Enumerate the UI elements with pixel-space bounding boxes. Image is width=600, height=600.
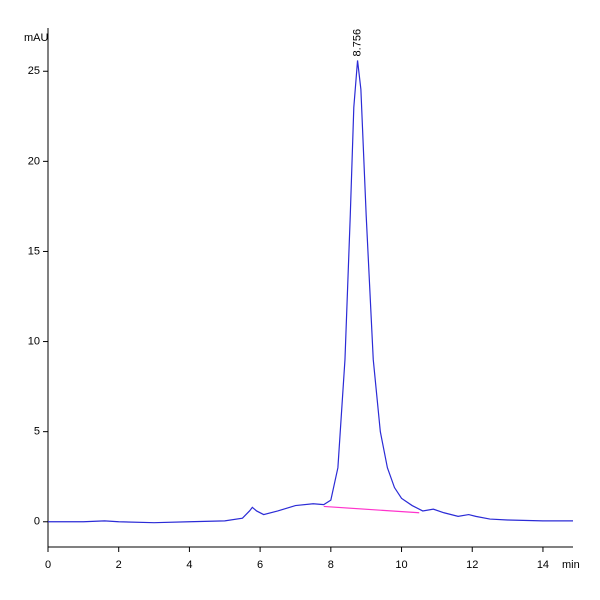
y-tick-label: 20: [28, 155, 40, 167]
peak-label: 8.756: [351, 29, 363, 57]
x-tick-label: 8: [328, 559, 334, 571]
x-tick-label: 14: [537, 559, 549, 571]
x-tick-label: 2: [116, 559, 122, 571]
data-line: [48, 60, 573, 524]
x-tick-label: 6: [257, 559, 263, 571]
x-tick-label: 0: [45, 559, 51, 571]
y-tick-label: 0: [34, 516, 40, 528]
y-axis-label: mAU: [24, 32, 49, 44]
y-tick-label: 25: [28, 65, 40, 77]
y-tick-label: 5: [34, 426, 40, 438]
x-tick-label: 4: [186, 559, 192, 571]
x-axis-label: min: [562, 559, 580, 571]
y-tick-label: 10: [28, 335, 40, 347]
baseline: [323, 505, 420, 514]
y-tick-label: 15: [28, 245, 40, 257]
x-tick-label: 12: [466, 559, 478, 571]
x-tick-label: 10: [395, 559, 407, 571]
